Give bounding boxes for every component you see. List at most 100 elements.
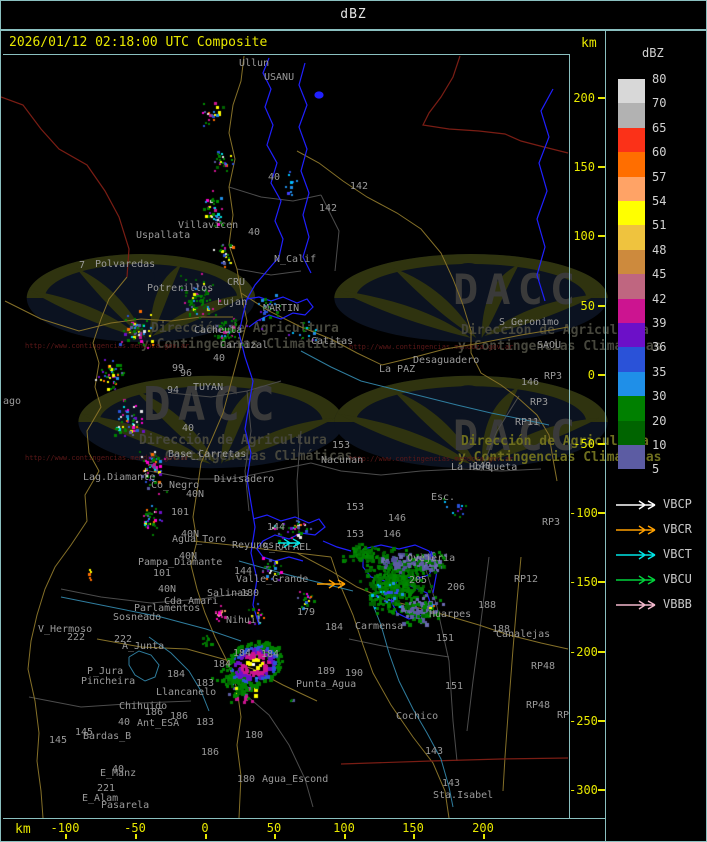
map-place-label: RP	[557, 710, 570, 721]
map-place-label: 146	[388, 513, 407, 524]
map-place-label: Carrizal	[220, 340, 269, 351]
legend-arrow-icon	[616, 550, 656, 560]
right-axis-tick-label: -150	[569, 575, 598, 589]
bottom-axis-tick	[344, 834, 346, 839]
map-place-label: Pincheira	[81, 676, 136, 687]
map-place-label: Desaguadero	[413, 355, 480, 366]
right-axis-tick-label: 50	[580, 299, 595, 313]
map-place-label: CRU	[227, 277, 246, 288]
map-place-label: S_RAFAEL	[263, 542, 312, 553]
map-place-label: P_Jura	[87, 666, 124, 677]
map-place-label: N_Calif	[274, 254, 317, 265]
colorbar-value: 45	[652, 267, 667, 281]
map-place-label: Pasarela	[101, 800, 150, 811]
map-place-label: 184	[167, 669, 186, 680]
bottom-axis-tick-label: 0	[201, 821, 209, 835]
map-place-label: 7	[79, 260, 86, 271]
map-place-label: Sta.Isabel	[433, 790, 494, 801]
map-place-label: Carmensa	[355, 621, 404, 632]
colorbar-swatch	[618, 201, 645, 226]
colorbar-swatch	[618, 347, 645, 372]
map-place-label: Lag.Diamante	[83, 472, 156, 483]
colorbar-swatch	[618, 420, 645, 445]
map-place-label: 221	[97, 783, 116, 794]
legend-label: VBCR	[663, 522, 692, 536]
colorbar-value: 39	[652, 316, 667, 330]
legend-row: VBCP	[613, 497, 692, 511]
map-place-label: RP3	[530, 397, 549, 408]
map-place-label: 144	[267, 522, 286, 533]
map-place-label: 188	[492, 624, 511, 635]
map-place-label: 153	[346, 502, 365, 513]
map-place-label: Nacunan	[321, 455, 364, 466]
map-place-label: Uspallata	[136, 230, 191, 241]
legend-arrow-icon	[616, 500, 656, 510]
map-place-label: Parlamentos	[134, 603, 201, 614]
map-place-label: La Horqueta	[451, 462, 518, 473]
map-place-label: 186	[170, 711, 189, 722]
colorbar-value: 65	[652, 121, 667, 135]
map-place-label: 186	[201, 747, 220, 758]
bottom-axis-tick	[274, 834, 276, 839]
map-place-label: 186	[145, 707, 164, 718]
legend-row: VBCT	[613, 547, 692, 561]
legend-label: VBCT	[663, 547, 692, 561]
legend-label: VBCP	[663, 497, 692, 511]
right-axis-tick-label: 200	[573, 91, 595, 105]
map-place-label: Co_Negro	[151, 480, 200, 491]
colorbar-value: 10	[652, 438, 667, 452]
right-axis-tick-label: -100	[569, 506, 598, 520]
map-place-label: 148	[473, 461, 492, 472]
colorbar-value: 30	[652, 389, 667, 403]
right-axis-tick-label: 100	[573, 229, 595, 243]
map-place-label: Pampa_Diamante	[138, 557, 223, 568]
colorbar-title: dBZ	[642, 46, 664, 60]
map-place-label: RP48	[526, 700, 551, 711]
map-place-label: 151	[436, 633, 455, 644]
map-place-label: La PAZ	[379, 364, 416, 375]
map-place-label: A_Junta	[122, 641, 165, 652]
map-place-label: SAOU	[537, 340, 562, 351]
panel-divider	[605, 30, 606, 841]
map-place-label: 184	[213, 659, 232, 670]
bottom-axis-unit: km	[15, 822, 31, 837]
bottom-axis-tick-label: 200	[472, 821, 494, 835]
map-place-label: RP12	[514, 574, 539, 585]
bottom-axis-tick	[483, 834, 485, 839]
bottom-axis-tick	[413, 834, 415, 839]
map-place-label: TUYAN	[193, 382, 224, 393]
colorbar-value: 54	[652, 194, 667, 208]
right-axis-tick	[598, 97, 605, 99]
bottom-axis-tick-label: 100	[333, 821, 355, 835]
right-axis-tick	[598, 581, 605, 583]
legend-label: VBCU	[663, 572, 692, 586]
colorbar-value: 48	[652, 243, 667, 257]
colorbar-swatch	[618, 298, 645, 323]
colorbar-swatch	[618, 371, 645, 397]
colorbar-swatch	[618, 396, 645, 421]
legend-arrow-icon	[616, 575, 656, 585]
map-place-label: Polvaredas	[95, 259, 156, 270]
colorbar-value: 51	[652, 218, 667, 232]
map-place-label: 206	[447, 582, 466, 593]
map-place-label: Reyunos	[232, 540, 275, 551]
map-place-label: RP3	[542, 517, 561, 528]
map-place-label: 184	[261, 649, 280, 660]
map-place-label: 180	[237, 774, 256, 785]
map-place-label: 40N	[181, 529, 200, 540]
map-place-label: 144	[234, 566, 253, 577]
map-place-label: 179	[297, 607, 316, 618]
map-place-label: Base_Carretas	[168, 449, 247, 460]
colorbar-value: 57	[652, 170, 667, 184]
colorbar-value: 20	[652, 414, 667, 428]
map-place-label: 40N	[186, 489, 205, 500]
right-axis-unit: km	[581, 36, 597, 51]
map-place-label: Ovejeria	[407, 553, 456, 564]
legend-row: VBCU	[613, 572, 692, 586]
map-place-label: 101	[171, 507, 190, 518]
right-axis-tick-label: -200	[569, 645, 598, 659]
colorbar-swatch	[618, 176, 645, 201]
map-place-label: 142	[319, 203, 338, 214]
